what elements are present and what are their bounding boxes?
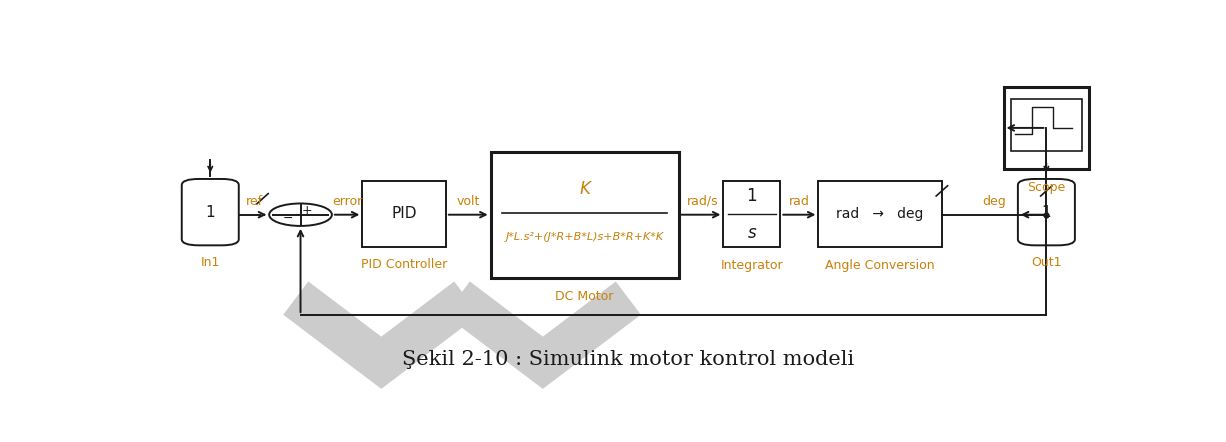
FancyBboxPatch shape [490, 152, 679, 278]
FancyBboxPatch shape [1018, 179, 1075, 245]
Text: 1: 1 [206, 205, 215, 220]
Text: 1: 1 [747, 187, 758, 205]
Text: PID: PID [391, 206, 417, 221]
Text: Scope: Scope [1027, 181, 1065, 194]
Text: Out1: Out1 [1031, 256, 1062, 269]
FancyBboxPatch shape [819, 181, 942, 247]
Text: Integrator: Integrator [721, 259, 783, 272]
Text: DC Motor: DC Motor [555, 290, 614, 303]
FancyBboxPatch shape [181, 179, 239, 245]
Text: rad: rad [788, 194, 810, 208]
Text: volt: volt [456, 194, 479, 208]
Text: deg: deg [982, 194, 1007, 208]
Text: rad/s: rad/s [687, 194, 718, 208]
Text: 1: 1 [1042, 205, 1051, 220]
Text: s: s [748, 224, 756, 242]
Text: −: − [283, 212, 293, 225]
Text: Angle Conversion: Angle Conversion [825, 259, 935, 272]
Text: +: + [302, 204, 313, 217]
Text: J*L.s²+(J*R+B*L)s+B*R+K*K: J*L.s²+(J*R+B*L)s+B*R+K*K [505, 232, 663, 242]
FancyBboxPatch shape [363, 181, 446, 247]
Text: error: error [332, 194, 362, 208]
Text: rad   →   deg: rad → deg [836, 207, 924, 221]
Text: ref: ref [245, 194, 262, 208]
FancyBboxPatch shape [1011, 99, 1081, 151]
Text: In1: In1 [201, 256, 219, 269]
FancyBboxPatch shape [723, 181, 780, 247]
Text: PID Controller: PID Controller [360, 258, 447, 271]
Text: Şekil 2-10 : Simulink motor kontrol modeli: Şekil 2-10 : Simulink motor kontrol mode… [402, 350, 855, 369]
FancyBboxPatch shape [1004, 87, 1089, 169]
Text: K: K [579, 180, 590, 198]
